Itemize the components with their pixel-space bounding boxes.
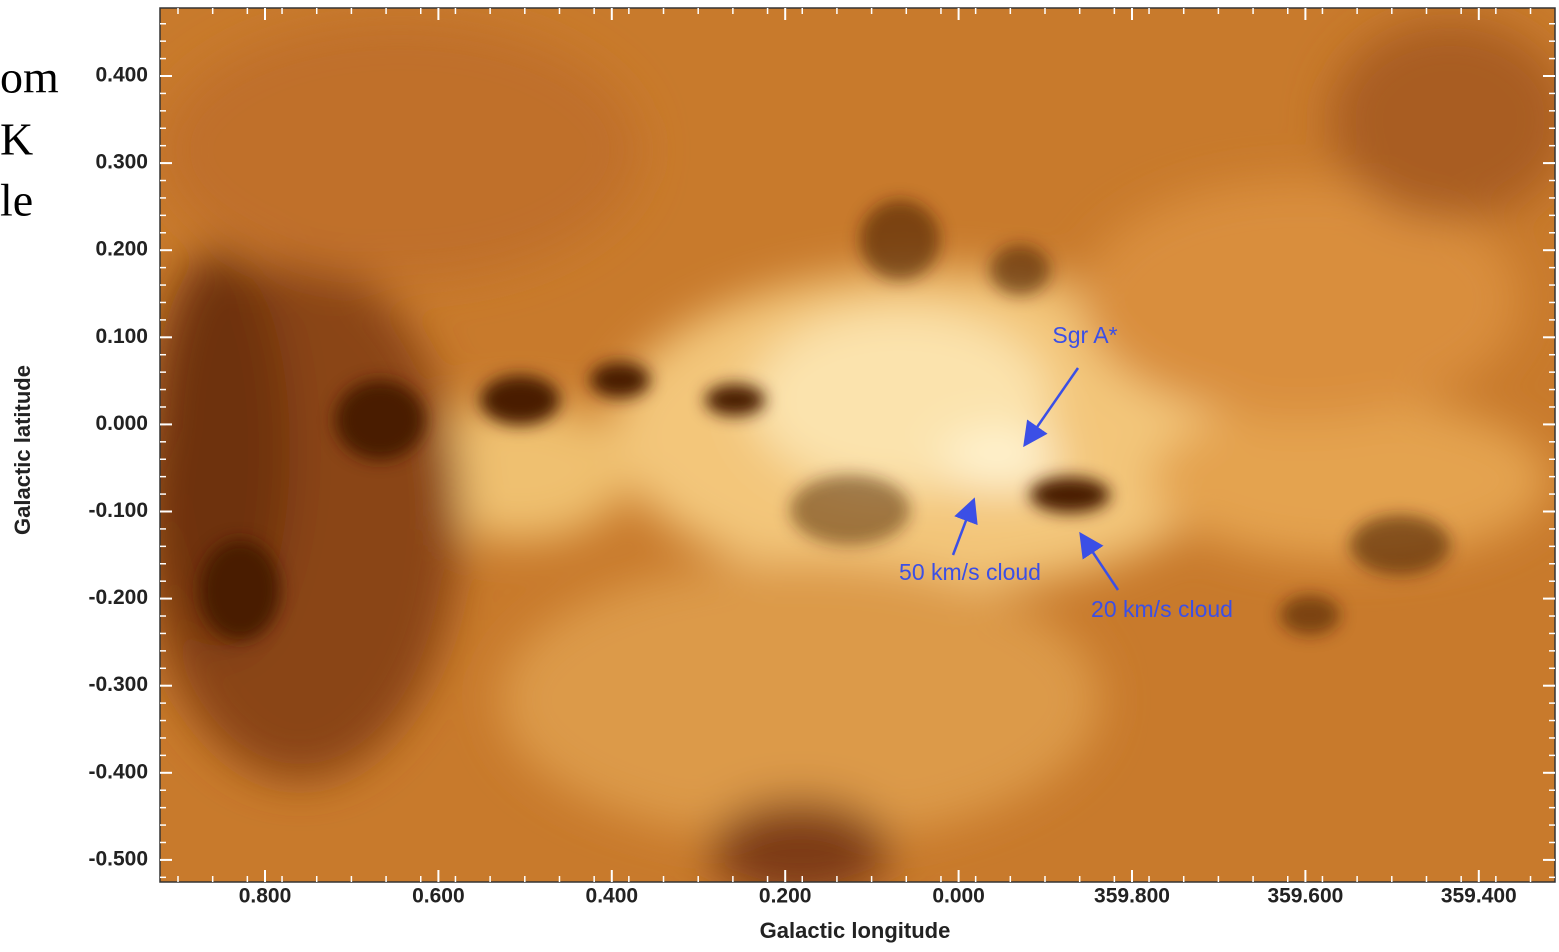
y-tick-label: 0.100: [95, 325, 148, 348]
figure: om K le: [0, 0, 1559, 947]
side-text: le: [0, 175, 33, 226]
x-tick-label: 0.000: [932, 885, 985, 908]
annotation: 50 km/s cloud: [899, 559, 1041, 585]
y-tick-label: 0.000: [95, 412, 148, 435]
y-tick-label: -0.100: [88, 499, 148, 522]
y-tick-label: 0.200: [95, 238, 148, 261]
x-tick-label: 359.800: [1094, 885, 1170, 908]
y-axis-label: Galactic latitude: [10, 365, 35, 535]
sky-image: [140, 8, 1559, 900]
side-text: K: [0, 114, 33, 165]
side-text: om: [0, 52, 59, 103]
y-tick-label: -0.400: [88, 760, 148, 783]
annotation: Sgr A*: [1052, 322, 1117, 348]
x-tick-label: 0.200: [759, 885, 812, 908]
y-tick-label: 0.400: [95, 64, 148, 87]
x-tick-label: 0.600: [412, 885, 465, 908]
x-tick-label: 0.800: [239, 885, 292, 908]
y-tick-label: -0.200: [88, 586, 148, 609]
x-tick-label: 359.600: [1267, 885, 1343, 908]
y-tick-label: -0.300: [88, 673, 148, 696]
annotation: 20 km/s cloud: [1091, 596, 1233, 622]
y-tick-label: 0.300: [95, 151, 148, 174]
x-axis-label: Galactic longitude: [760, 918, 951, 943]
y-tick-label: -0.500: [88, 847, 148, 870]
x-tick-label: 359.400: [1441, 885, 1517, 908]
x-tick-label: 0.400: [586, 885, 639, 908]
